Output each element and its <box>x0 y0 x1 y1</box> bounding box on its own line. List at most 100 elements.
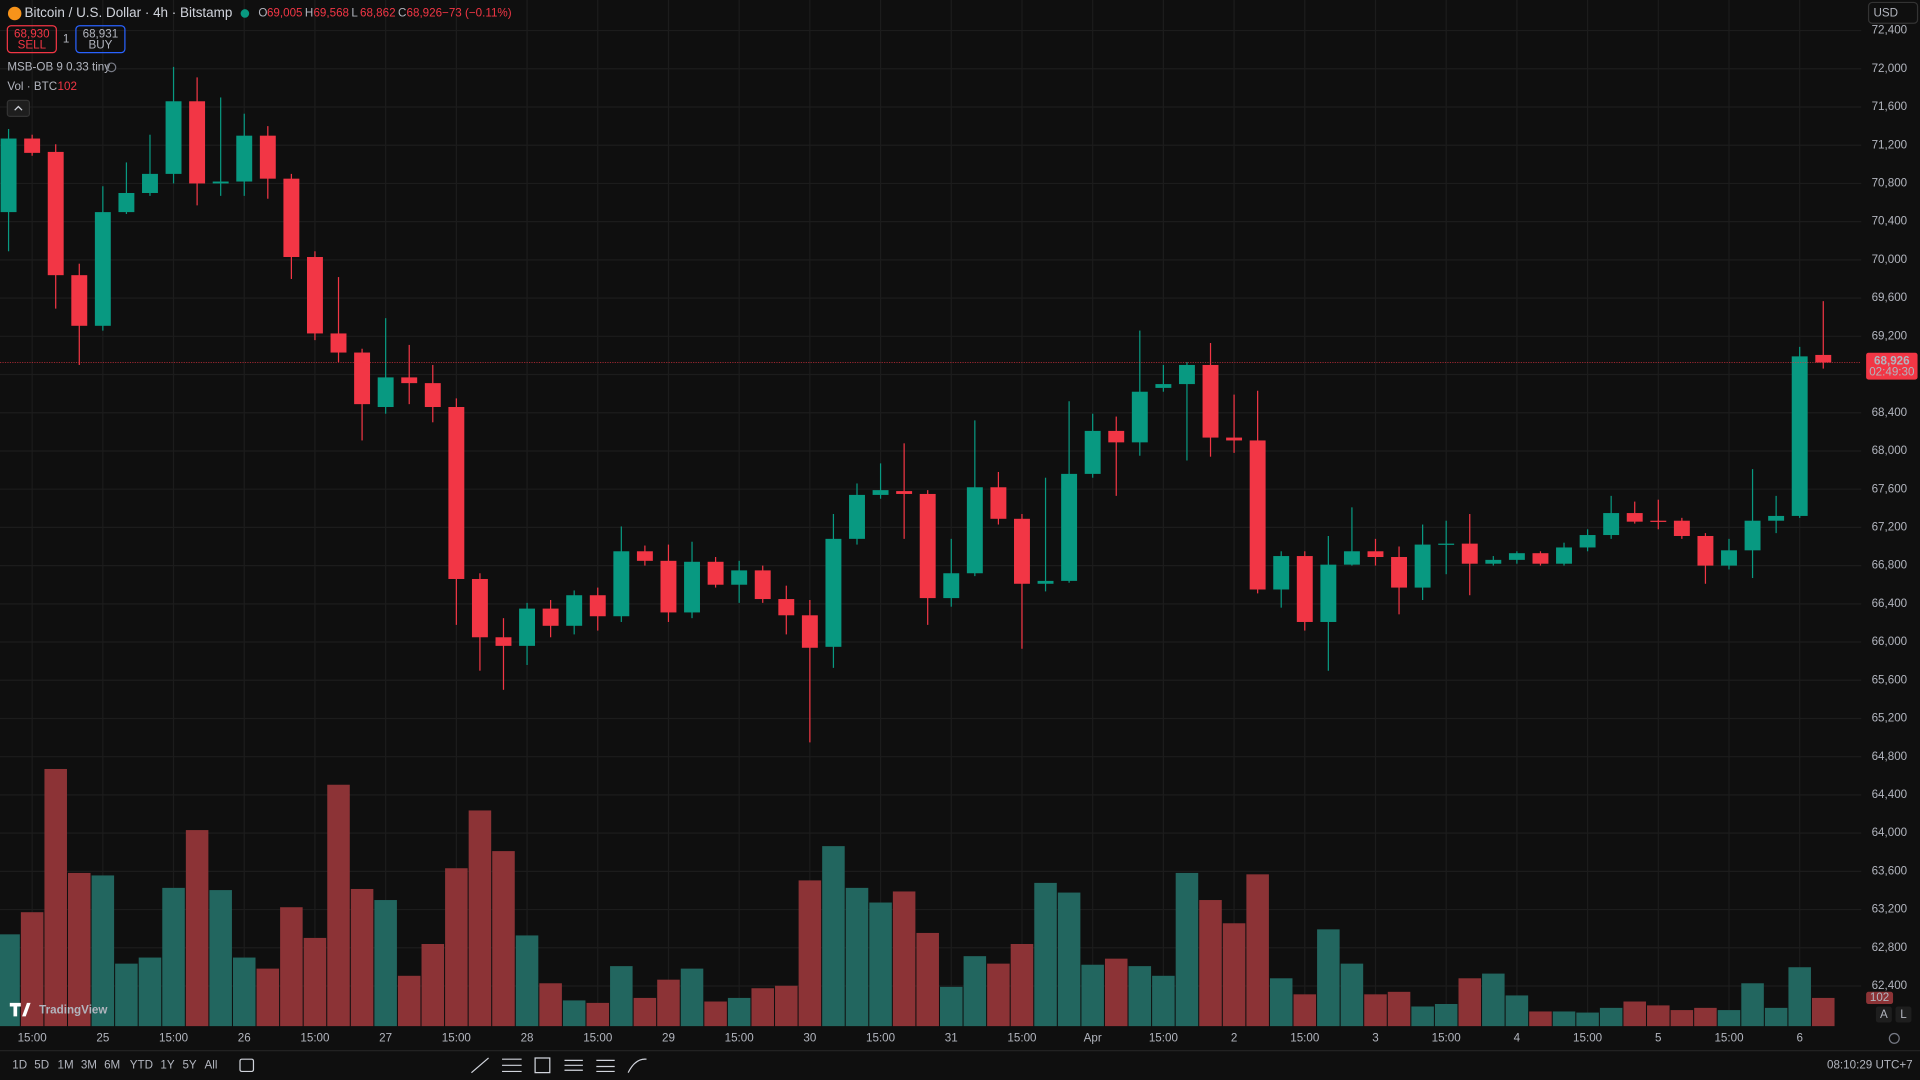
range-button[interactable]: YTD <box>130 1058 153 1071</box>
y-tick-label: 69,200 <box>1872 329 1908 342</box>
y-tick-label: 66,800 <box>1872 559 1908 572</box>
candle-body <box>165 101 182 174</box>
volume-bar <box>185 830 209 1027</box>
range-button[interactable]: 1M <box>58 1058 74 1071</box>
range-button[interactable]: 5D <box>34 1058 49 1071</box>
candle-body <box>1131 391 1148 443</box>
settings-icon[interactable] <box>1888 1032 1900 1044</box>
y-tick-label: 71,200 <box>1872 138 1908 151</box>
ohlc-value: 68,862 <box>360 7 396 20</box>
y-tick-label: 66,400 <box>1872 597 1908 610</box>
candle-body <box>919 493 936 599</box>
volume-bar <box>232 957 256 1027</box>
candle-body <box>1650 520 1667 522</box>
volume-bar <box>1576 1012 1599 1027</box>
range-button[interactable]: 1D <box>12 1058 27 1071</box>
candle-body <box>849 494 865 539</box>
volume-bar <box>633 997 657 1027</box>
volume-bar <box>68 872 91 1027</box>
visibility-icon[interactable] <box>106 62 117 73</box>
ohlc-key: C <box>398 7 406 20</box>
candle-body <box>71 275 88 326</box>
candle-body <box>825 538 842 647</box>
x-tick-label: 15:00 <box>1290 1031 1320 1044</box>
candle-body <box>1603 513 1620 536</box>
currency-button[interactable] <box>1867 1 1919 24</box>
volume-bar <box>1034 882 1057 1027</box>
candle-body <box>990 487 1007 519</box>
range-button[interactable]: 5Y <box>182 1058 196 1071</box>
volume-bar <box>963 956 987 1027</box>
volume-bar <box>327 784 350 1027</box>
volume-bar <box>1411 1006 1434 1027</box>
scale-button[interactable] <box>1895 1006 1912 1023</box>
candle-body <box>943 573 960 599</box>
volume-title: Vol · BTC <box>7 80 57 93</box>
candle-body <box>424 383 441 408</box>
volume-bar <box>1741 983 1764 1027</box>
drawing-tool[interactable] <box>502 1058 522 1073</box>
buy-button[interactable] <box>75 25 126 54</box>
scale-button-label: A <box>1880 1008 1888 1021</box>
candle-body <box>306 257 323 334</box>
candle-body <box>1155 384 1172 388</box>
y-tick-label: 69,600 <box>1872 291 1908 304</box>
x-tick-label: 2 <box>1231 1031 1237 1044</box>
y-tick-label: 62,800 <box>1872 941 1908 954</box>
x-tick-label: 4 <box>1514 1031 1521 1044</box>
volume-bar <box>798 880 822 1027</box>
x-tick-label: 15:00 <box>1573 1031 1603 1044</box>
volume-bar <box>421 944 445 1027</box>
range-button[interactable]: 3M <box>81 1058 97 1071</box>
volume-bar <box>1670 1010 1694 1027</box>
candle-body <box>1108 430 1125 443</box>
volume-bar <box>1010 944 1034 1027</box>
volume-bar <box>1505 995 1529 1027</box>
y-tick-label: 66,000 <box>1872 635 1908 648</box>
volume-bar <box>940 986 963 1027</box>
candle-body <box>1226 437 1243 441</box>
drawing-tool[interactable] <box>596 1059 615 1073</box>
volume-bar <box>1269 978 1293 1027</box>
candle-body <box>259 135 276 179</box>
candle-body <box>1178 364 1195 385</box>
x-tick-label: 30 <box>803 1031 816 1044</box>
logo-icon <box>9 1002 31 1017</box>
volume-label: 102 <box>1870 991 1889 1004</box>
x-tick-label: Apr <box>1084 1031 1102 1044</box>
sell-button[interactable] <box>6 25 57 54</box>
y-tick-label: 64,000 <box>1872 826 1908 839</box>
volume-bar <box>1104 958 1128 1027</box>
y-tick-label: 63,600 <box>1872 864 1908 877</box>
volume-bar <box>1812 997 1835 1027</box>
drawing-tool[interactable] <box>564 1059 583 1071</box>
y-tick-label: 67,600 <box>1872 482 1908 495</box>
range-button[interactable]: 1Y <box>160 1058 174 1071</box>
range-button[interactable]: 6M <box>104 1058 120 1071</box>
date-range-icon[interactable] <box>239 1058 255 1073</box>
volume-bar <box>1458 978 1482 1027</box>
range-button[interactable]: All <box>204 1058 217 1071</box>
volume-bar <box>280 907 303 1027</box>
scale-button[interactable] <box>1875 1006 1892 1023</box>
y-tick-label: 64,800 <box>1872 750 1908 763</box>
ohlc-value: 68,926 <box>407 7 443 20</box>
drawing-tool[interactable] <box>471 1057 489 1074</box>
candle-body <box>801 615 818 648</box>
drawing-tool[interactable] <box>534 1057 551 1074</box>
y-tick-label: 72,400 <box>1872 24 1908 37</box>
drawing-tool[interactable] <box>627 1058 647 1073</box>
volume-bar <box>303 937 327 1027</box>
x-tick-label: 6 <box>1796 1031 1802 1044</box>
x-tick-label: 27 <box>379 1031 392 1044</box>
candle-body <box>636 551 653 561</box>
x-tick-label: 15:00 <box>442 1031 472 1044</box>
collapse-button[interactable] <box>6 99 30 117</box>
volume-bar <box>751 988 774 1027</box>
volume-bar <box>1788 967 1811 1027</box>
x-tick-label: 31 <box>945 1031 958 1044</box>
candle-body <box>1721 550 1737 566</box>
volume-bar <box>44 768 67 1027</box>
candle-body <box>1744 520 1761 551</box>
candle-body <box>330 333 347 353</box>
